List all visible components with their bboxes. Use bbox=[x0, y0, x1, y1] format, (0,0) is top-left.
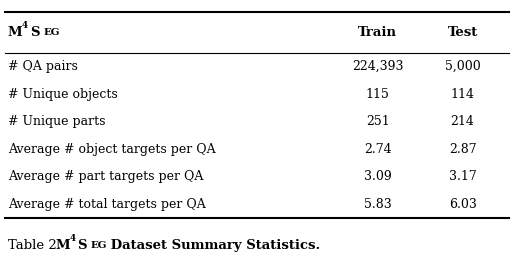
Text: 6.03: 6.03 bbox=[449, 197, 476, 211]
Text: 3.17: 3.17 bbox=[449, 170, 476, 183]
Text: 224,393: 224,393 bbox=[352, 60, 403, 73]
Text: Test: Test bbox=[448, 26, 478, 39]
Text: # Unique objects: # Unique objects bbox=[8, 88, 118, 101]
Text: 214: 214 bbox=[451, 115, 474, 128]
Text: 4: 4 bbox=[22, 21, 28, 30]
Text: 251: 251 bbox=[366, 115, 390, 128]
Text: EG: EG bbox=[90, 241, 107, 250]
Text: 5,000: 5,000 bbox=[445, 60, 481, 73]
Text: EG: EG bbox=[43, 28, 60, 37]
Text: 115: 115 bbox=[366, 88, 390, 101]
Text: # Unique parts: # Unique parts bbox=[8, 115, 105, 128]
Text: Dataset Summary Statistics.: Dataset Summary Statistics. bbox=[106, 239, 321, 252]
Text: S: S bbox=[30, 26, 40, 39]
Text: # QA pairs: # QA pairs bbox=[8, 60, 78, 73]
Text: 4: 4 bbox=[69, 234, 76, 243]
Text: Average # object targets per QA: Average # object targets per QA bbox=[8, 143, 215, 155]
Text: 2.74: 2.74 bbox=[364, 143, 392, 155]
Text: 5.83: 5.83 bbox=[364, 197, 392, 211]
Text: Train: Train bbox=[358, 26, 397, 39]
Text: 3.09: 3.09 bbox=[364, 170, 392, 183]
Text: 2.87: 2.87 bbox=[449, 143, 476, 155]
Text: Table 2.: Table 2. bbox=[8, 239, 67, 252]
Text: M: M bbox=[55, 239, 69, 252]
Text: Average # total targets per QA: Average # total targets per QA bbox=[8, 197, 206, 211]
Text: M: M bbox=[8, 26, 22, 39]
Text: S: S bbox=[78, 239, 87, 252]
Text: 114: 114 bbox=[451, 88, 474, 101]
Text: Average # part targets per QA: Average # part targets per QA bbox=[8, 170, 203, 183]
